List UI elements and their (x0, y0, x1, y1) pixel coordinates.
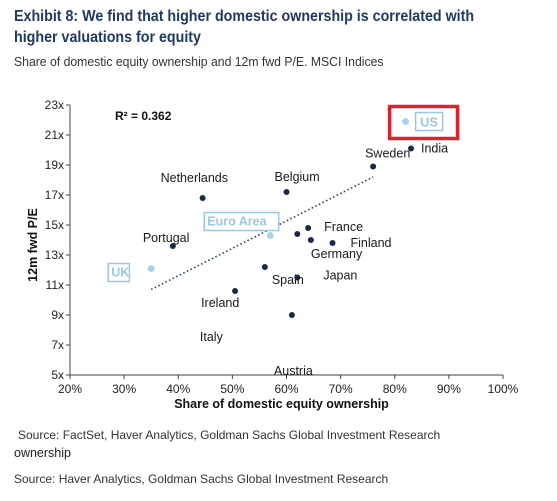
y-tick-label: 7x (51, 338, 64, 352)
point-label-ireland: Ireland (201, 296, 239, 310)
y-tick-label: 21x (45, 128, 64, 142)
point-label-austria: Austria (274, 364, 313, 378)
point-label-uk-box (107, 262, 131, 283)
data-point-netherlands (199, 195, 206, 201)
y-tick-label: 11x (46, 278, 64, 292)
us-callout-box (387, 104, 460, 141)
y-tick-label: 9x (51, 308, 64, 322)
data-point-euro-area (266, 232, 274, 239)
data-point-us (402, 118, 409, 125)
x-tick-label: 40% (166, 382, 190, 396)
point-label-belgium: Belgium (275, 170, 320, 184)
point-label-netherlands: Netherlands (161, 171, 228, 185)
data-point-india (407, 145, 414, 152)
y-tick-label: 17x (45, 188, 64, 202)
data-point-portugal (169, 243, 176, 249)
overflow-text: ownership (14, 446, 71, 460)
y-tick-label: 19x (45, 158, 64, 172)
x-tick-label: 20% (58, 382, 82, 396)
data-point-belgium (283, 189, 290, 195)
data-point-ireland (232, 288, 239, 294)
chart-title: Exhibit 8: We find that higher domestic … (14, 8, 475, 46)
data-point-finland (329, 240, 336, 246)
point-label-portugal: Portugal (143, 231, 190, 245)
point-label-us: US (420, 115, 438, 130)
x-tick-label: 90% (437, 382, 461, 396)
x-tick-label: 70% (329, 382, 353, 396)
x-tick-label: 80% (383, 382, 407, 396)
r-squared-annotation: R² = 0.362 (115, 109, 172, 123)
point-label-euro-area: Euro Area (207, 215, 267, 229)
trendline (150, 176, 374, 291)
point-label-germany: Germany (311, 247, 363, 261)
point-label-italy: Italy (200, 330, 224, 344)
point-label-france: France (324, 220, 363, 234)
data-point-italy (288, 312, 295, 318)
scatter-chart: 5x 7x 9x 11x 13x 15x 17x 19x 21x 23x 20% 30% 40% 50% 6… (26, 98, 519, 411)
x-axis-label: Share of domestic equity ownership (174, 397, 389, 411)
y-tick-label: 15x (45, 218, 64, 232)
y-tick-label: 23x (45, 98, 64, 112)
data-point-uk (147, 265, 155, 272)
data-point-germany (307, 237, 314, 243)
point-label-japan: Japan (323, 269, 357, 283)
data-point-sweden (370, 163, 377, 170)
y-tick-label: 13x (45, 248, 64, 262)
page-source: Source: Haver Analytics, Goldman Sachs G… (14, 472, 389, 486)
x-tick-label: 60% (274, 382, 298, 396)
point-label-uk: UK (111, 266, 129, 280)
x-tick-label: 50% (220, 382, 244, 396)
data-point-unlabeled (294, 231, 301, 237)
data-point-spain (261, 264, 268, 270)
us-label-box (414, 111, 444, 132)
point-label-euro-area-box (203, 211, 280, 232)
chart-source: Source: FactSet, Haver Analytics, Goldma… (18, 428, 441, 442)
x-tick-label: 100% (488, 382, 519, 396)
point-label-sweden: Sweden (365, 147, 410, 161)
point-label-finland: Finland (351, 236, 392, 250)
y-axis-label: 12m fwd P/E (26, 208, 40, 282)
data-point-japan (294, 274, 301, 281)
y-tick-label: 5x (51, 368, 64, 382)
point-label-india: India (421, 142, 448, 156)
chart-subtitle: Share of domestic equity ownership and 1… (14, 54, 384, 69)
x-tick-label: 30% (112, 382, 136, 396)
point-label-spain: Spain (272, 273, 304, 287)
data-point-france (305, 225, 312, 231)
